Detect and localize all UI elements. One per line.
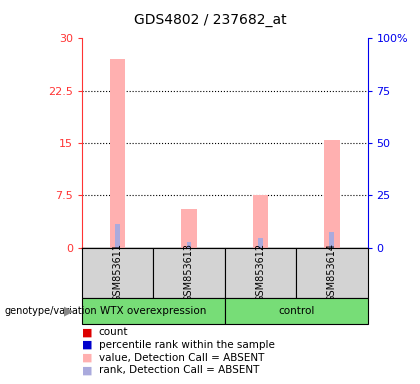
Text: GSM853613: GSM853613: [184, 243, 194, 302]
Bar: [225, 298, 368, 324]
Bar: [82, 248, 153, 298]
Text: GSM853611: GSM853611: [113, 243, 123, 302]
Bar: [186, 242, 192, 248]
Bar: [225, 248, 296, 298]
Text: ■: ■: [82, 353, 92, 362]
Text: percentile rank within the sample: percentile rank within the sample: [99, 340, 275, 350]
Bar: [181, 209, 197, 248]
Bar: [115, 223, 120, 248]
Text: count: count: [99, 327, 128, 337]
Text: genotype/variation: genotype/variation: [4, 306, 97, 316]
Text: WTX overexpression: WTX overexpression: [100, 306, 207, 316]
Bar: [153, 248, 225, 298]
Text: ■: ■: [82, 340, 92, 350]
Text: GDS4802 / 237682_at: GDS4802 / 237682_at: [134, 13, 286, 27]
Bar: [258, 238, 263, 248]
Text: ▶: ▶: [64, 305, 74, 318]
Bar: [296, 248, 368, 298]
Bar: [324, 139, 340, 248]
Bar: [110, 59, 126, 248]
Text: GSM853614: GSM853614: [327, 243, 337, 302]
Bar: [82, 298, 225, 324]
Text: control: control: [278, 306, 314, 316]
Text: value, Detection Call = ABSENT: value, Detection Call = ABSENT: [99, 353, 264, 362]
Text: rank, Detection Call = ABSENT: rank, Detection Call = ABSENT: [99, 365, 259, 375]
Bar: [252, 195, 268, 248]
Bar: [329, 232, 334, 248]
Text: ■: ■: [82, 365, 92, 375]
Text: GSM853612: GSM853612: [255, 243, 265, 302]
Text: ■: ■: [82, 327, 92, 337]
